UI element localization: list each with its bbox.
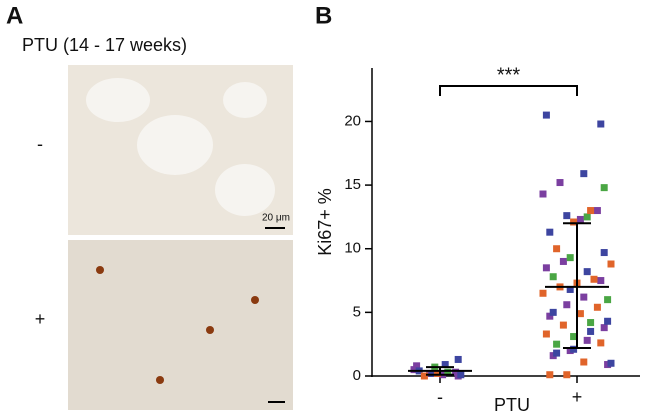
image [68,240,293,410]
data-point [597,120,605,128]
data-point [604,317,612,325]
scale-bar-label: 20 μm [262,213,290,224]
data-point [570,345,578,353]
data-point [604,296,612,304]
data-point [566,254,574,262]
micrograph-top: 20 μm [68,65,293,235]
data-point [563,212,571,220]
data-point [441,361,449,369]
data-point [607,359,615,367]
x-tick-label: - [437,387,443,407]
data-point [593,207,601,215]
row-label: - [37,134,43,154]
follicle [223,82,267,118]
data-point [580,358,588,366]
panel-label: A [6,2,23,29]
data-point [593,303,601,311]
panel-label: B [315,2,332,29]
data-point [546,228,554,236]
data-point [597,339,605,347]
data-point [553,349,561,357]
data-point [587,327,595,335]
data-point [546,312,554,320]
follicle [215,164,275,216]
data-point [556,179,564,187]
data-point [587,207,595,215]
data-point [542,330,550,338]
x-axis-label: PTU [494,395,530,415]
data-point [570,218,578,226]
nucleus [156,376,164,384]
y-axis-label: Ki67+ % [315,188,335,256]
x-tick-label: + [572,387,583,407]
nucleus [206,326,214,334]
data-point [597,277,605,285]
data-point [583,268,591,276]
significance-bracket [439,85,578,96]
data-point [580,170,588,178]
data-point [600,249,608,257]
follicle [86,78,150,122]
data-point [570,333,578,341]
data-point [546,371,554,379]
y-tick-label: 10 [344,240,361,257]
data-point [559,257,567,265]
data-point [563,371,571,379]
row-label: + [35,309,46,329]
data-point [433,369,441,377]
data-point [428,369,436,377]
nucleus [96,266,104,274]
y-tick-label: 0 [353,367,361,384]
data-point [553,245,561,253]
data-point [452,368,460,376]
data-point [542,111,550,119]
significance-label: *** [497,64,521,86]
data-point [559,321,567,329]
data-point [549,308,557,316]
data-point [410,366,418,374]
data-point [583,213,591,221]
data-point [587,319,595,327]
data-point [542,264,550,272]
data-point [607,260,615,268]
data-point [563,301,571,309]
data-point [576,310,584,318]
data-point [413,362,421,370]
data-point [553,340,561,348]
data-point [600,324,608,332]
data-point [566,285,574,293]
panel-title: PTU (14 - 17 weeks) [22,35,187,55]
follicle [137,115,213,175]
data-point [420,372,428,380]
y-tick-label: 20 [344,112,361,129]
y-tick-label: 5 [353,303,361,320]
data-point [580,293,588,301]
data-point [454,355,462,363]
micrograph-bottom [68,240,293,410]
data-point [590,275,598,283]
nucleus [251,296,259,304]
data-point [539,289,547,297]
data-point [576,215,584,223]
data-point [549,273,557,281]
data-point [600,184,608,192]
data-point [457,371,465,379]
data-point [539,190,547,198]
data-point [444,368,452,376]
y-tick-label: 15 [344,176,361,193]
data-point [583,336,591,344]
